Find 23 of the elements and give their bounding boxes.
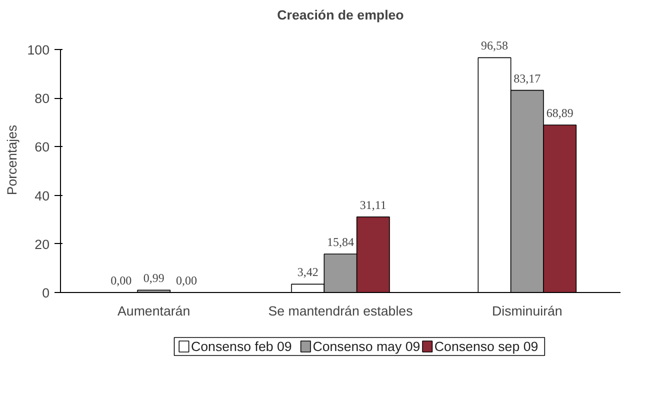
legend-label: Consenso may 09	[312, 339, 420, 354]
data-label: 31,11	[360, 198, 386, 212]
legend-label: Consenso feb 09	[191, 339, 292, 354]
data-label: 96,58	[481, 38, 508, 53]
data-label: 83,17	[514, 71, 541, 86]
data-label: 15,84	[327, 234, 354, 249]
data-label: 0,00	[176, 274, 197, 288]
data-label: 0,00	[110, 274, 132, 288]
y-tick-label: 80	[34, 91, 50, 106]
y-tick-label: 100	[27, 42, 50, 58]
data-label: 68,89	[546, 106, 574, 120]
x-tick-label: Disminuirán	[492, 304, 562, 318]
y-tick-label: 20	[34, 236, 50, 252]
x-tick-label: Se mantendrán estables	[268, 304, 414, 318]
chart-title: Creación de empleo	[277, 8, 404, 22]
legend-label: Consenso sep 09	[434, 339, 538, 354]
x-tick-label: Aumentarán	[118, 304, 190, 318]
data-label: 3,42	[297, 265, 318, 280]
data-label: 0,99	[143, 271, 164, 286]
y-tick-label: 0	[42, 286, 50, 300]
y-axis-title: Porcentajes	[4, 124, 20, 196]
y-tick-label: 60	[34, 140, 50, 155]
y-tick-label: 40	[34, 188, 50, 204]
